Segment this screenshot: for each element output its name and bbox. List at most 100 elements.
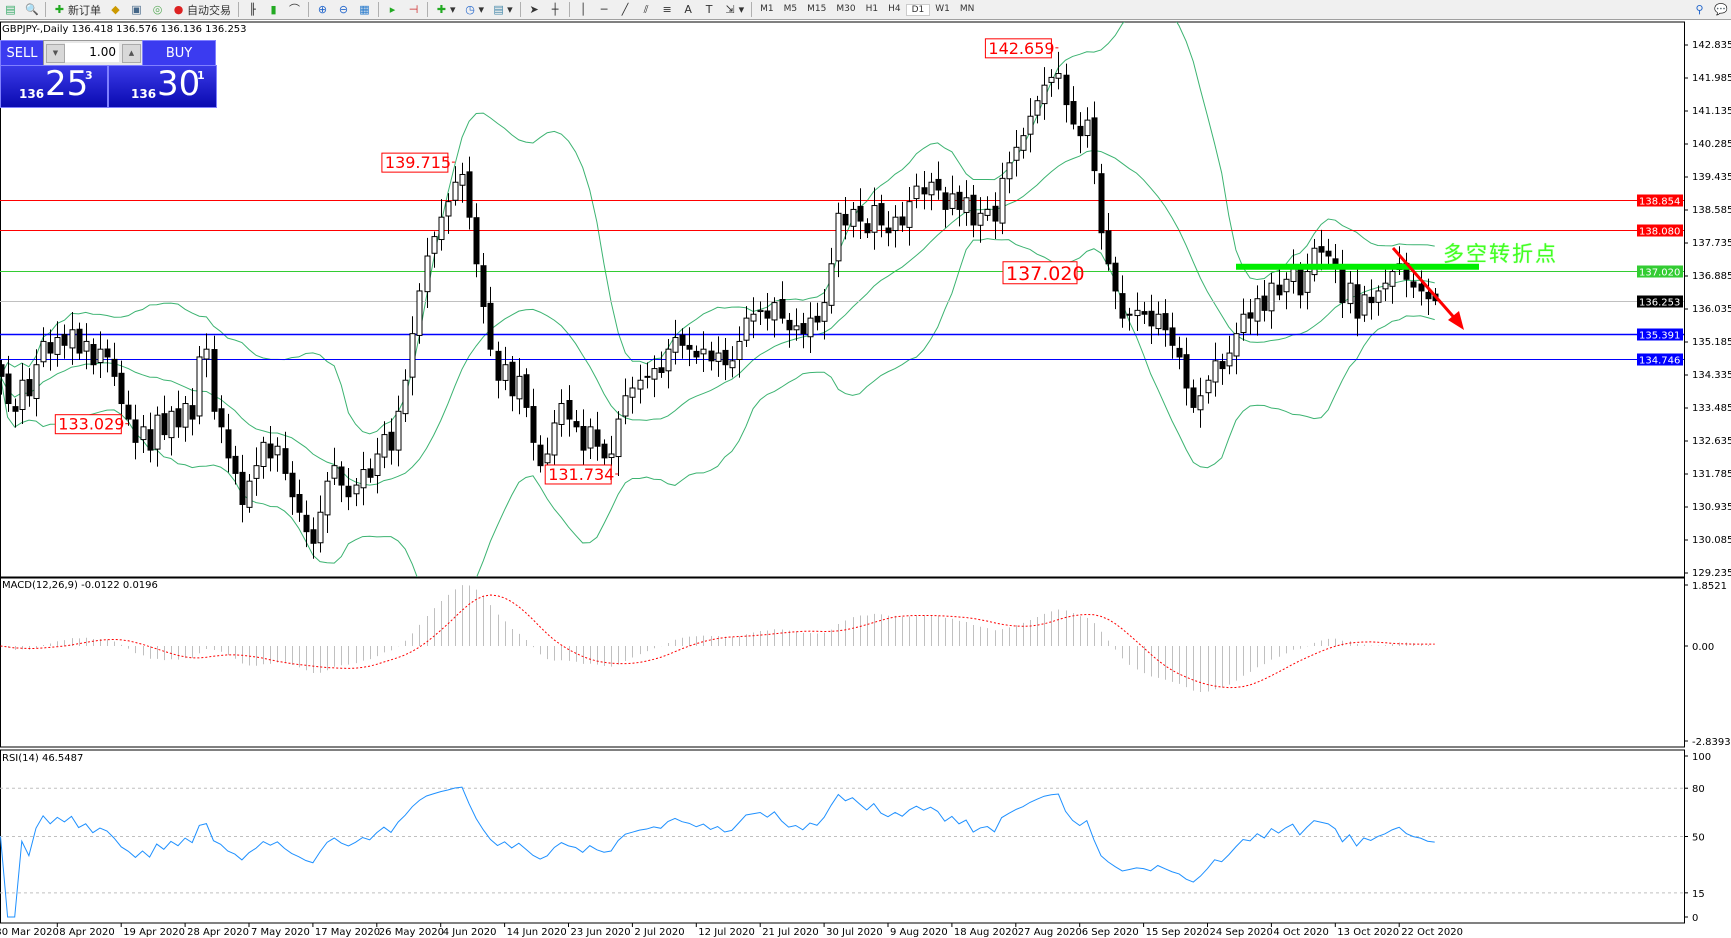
candle [317, 495, 324, 553]
x-tick-label: 2 Jul 2020 [634, 927, 684, 938]
candlestick-button[interactable]: ▮ [263, 1, 284, 18]
candle-body [360, 469, 367, 489]
candle [76, 322, 83, 360]
y-tick-label: 141.135 [1692, 106, 1731, 117]
zoom-button[interactable]: 🔍 [21, 1, 42, 18]
autoscroll-button[interactable]: ▸ [382, 1, 403, 18]
candle-body [615, 418, 622, 458]
chart-area[interactable]: 142.659 139.715 137.020 131.734 133.029 138.8… [0, 20, 1731, 938]
fibonacci-button[interactable]: ≡ [657, 1, 678, 18]
timeframe-h4[interactable]: H4 [888, 3, 901, 14]
buy-price[interactable]: 136 30 1 [108, 64, 217, 108]
rsi-y-tick-label: 0 [1692, 913, 1698, 924]
candle-body [580, 426, 587, 451]
candle-body [672, 337, 679, 353]
tile-button[interactable]: ▦ [354, 1, 375, 18]
candle-body [353, 484, 360, 495]
candle [1084, 107, 1091, 148]
search-button[interactable]: ⚲ [1689, 1, 1710, 18]
timeframe-m30[interactable]: M30 [836, 3, 856, 14]
candle-body [1212, 360, 1219, 383]
candle-body [1219, 361, 1226, 370]
buy-button[interactable]: BUY [142, 40, 216, 66]
vertical-line-button[interactable]: │ [573, 1, 594, 18]
horizontal-line-button[interactable]: ─ [594, 1, 615, 18]
candle [651, 355, 658, 398]
y-tick-label: 136.035 [1692, 304, 1731, 315]
candle-body [310, 529, 317, 544]
candle-body [1070, 101, 1077, 125]
candle [140, 414, 147, 454]
market-watch-button[interactable]: ◆ [105, 1, 126, 18]
zoom-out-button[interactable]: ⊖ [333, 1, 354, 18]
candle [928, 172, 935, 211]
text-button[interactable]: A [678, 1, 699, 18]
bar-chart-button[interactable]: ╟ [242, 1, 263, 18]
candle [1205, 375, 1212, 404]
price-line-label-bg [1637, 295, 1683, 308]
candle-body [1119, 293, 1126, 319]
periods-button[interactable]: ◷ ▾ [465, 3, 485, 16]
cursor-button[interactable]: ➤ [524, 1, 545, 18]
crosshair-button[interactable]: ┼ [545, 1, 566, 18]
candle [1226, 335, 1233, 375]
candle-body [1155, 313, 1162, 330]
candle [480, 252, 487, 324]
price-label-box [984, 38, 1052, 59]
main-pane [0, 21, 1685, 578]
candle-body [1325, 250, 1332, 257]
timeframe-m15[interactable]: M15 [807, 3, 827, 14]
indicators-button[interactable]: ✚ ▾ [436, 3, 456, 16]
candle-body [665, 348, 672, 372]
candle [303, 500, 310, 548]
news-button[interactable]: ▣ [126, 1, 147, 18]
sell-price[interactable]: 136 25 3 [0, 64, 108, 108]
zoom-in-button[interactable]: ⊕ [312, 1, 333, 18]
timeframe-d1[interactable]: D1 [905, 3, 931, 16]
y-tick-label: 129.235 [1692, 568, 1731, 579]
lots-input[interactable]: 1.00 [65, 43, 119, 62]
candle-body [906, 201, 913, 228]
timeframe-w1[interactable]: W1 [935, 3, 950, 14]
candle-body [708, 350, 715, 362]
equidistant-channel-button[interactable]: ⫽ [636, 1, 657, 18]
candle [54, 321, 61, 367]
signal-button[interactable]: ◎ [147, 1, 168, 18]
candle-body [140, 426, 147, 441]
price-line-label-bg [1637, 265, 1683, 278]
arrows-button[interactable]: ⇲ ▾ [725, 3, 745, 16]
candle-body [1240, 313, 1247, 334]
candle-body [1190, 387, 1197, 408]
timeframe-h1[interactable]: H1 [865, 3, 879, 14]
auto-trading-button[interactable]: ● 自动交易 [168, 1, 235, 18]
new-order-button[interactable]: ✚ 新订单 [49, 1, 105, 18]
lots-decrease-icon[interactable]: ▼ [46, 44, 65, 63]
candle [267, 426, 274, 472]
templates-button[interactable]: ▤ ▾ [493, 3, 513, 16]
trendline-button[interactable]: ╱ [615, 1, 636, 18]
candle-body [1318, 246, 1325, 253]
candle-body [282, 448, 289, 474]
candle-body [367, 468, 374, 478]
sell-button[interactable]: SELL [0, 40, 44, 66]
candle-body [1268, 282, 1275, 312]
candle-body [175, 408, 182, 428]
candle-body [523, 374, 530, 408]
timeframe-m1[interactable]: M1 [760, 3, 774, 14]
candle [1048, 69, 1055, 97]
candle [388, 418, 395, 465]
candle [942, 186, 949, 228]
text-label-button[interactable]: T [699, 1, 720, 18]
new-chart-button[interactable]: ▤ [0, 1, 21, 18]
candle-body [1041, 84, 1048, 105]
chat-button[interactable]: 💬 [1710, 1, 1731, 18]
lots-increase-icon[interactable]: ▲ [122, 44, 141, 63]
timeframe-mn[interactable]: MN [959, 3, 975, 14]
candle [899, 201, 906, 232]
timeframe-m5[interactable]: M5 [783, 3, 798, 14]
chart-shift-button[interactable]: ⊣ [403, 1, 424, 18]
candle [438, 199, 445, 251]
candle [793, 308, 800, 341]
line-chart-button[interactable]: ⌒ [284, 1, 305, 18]
lots-stepper[interactable]: ▼ 1.00 ▲ [43, 40, 143, 66]
